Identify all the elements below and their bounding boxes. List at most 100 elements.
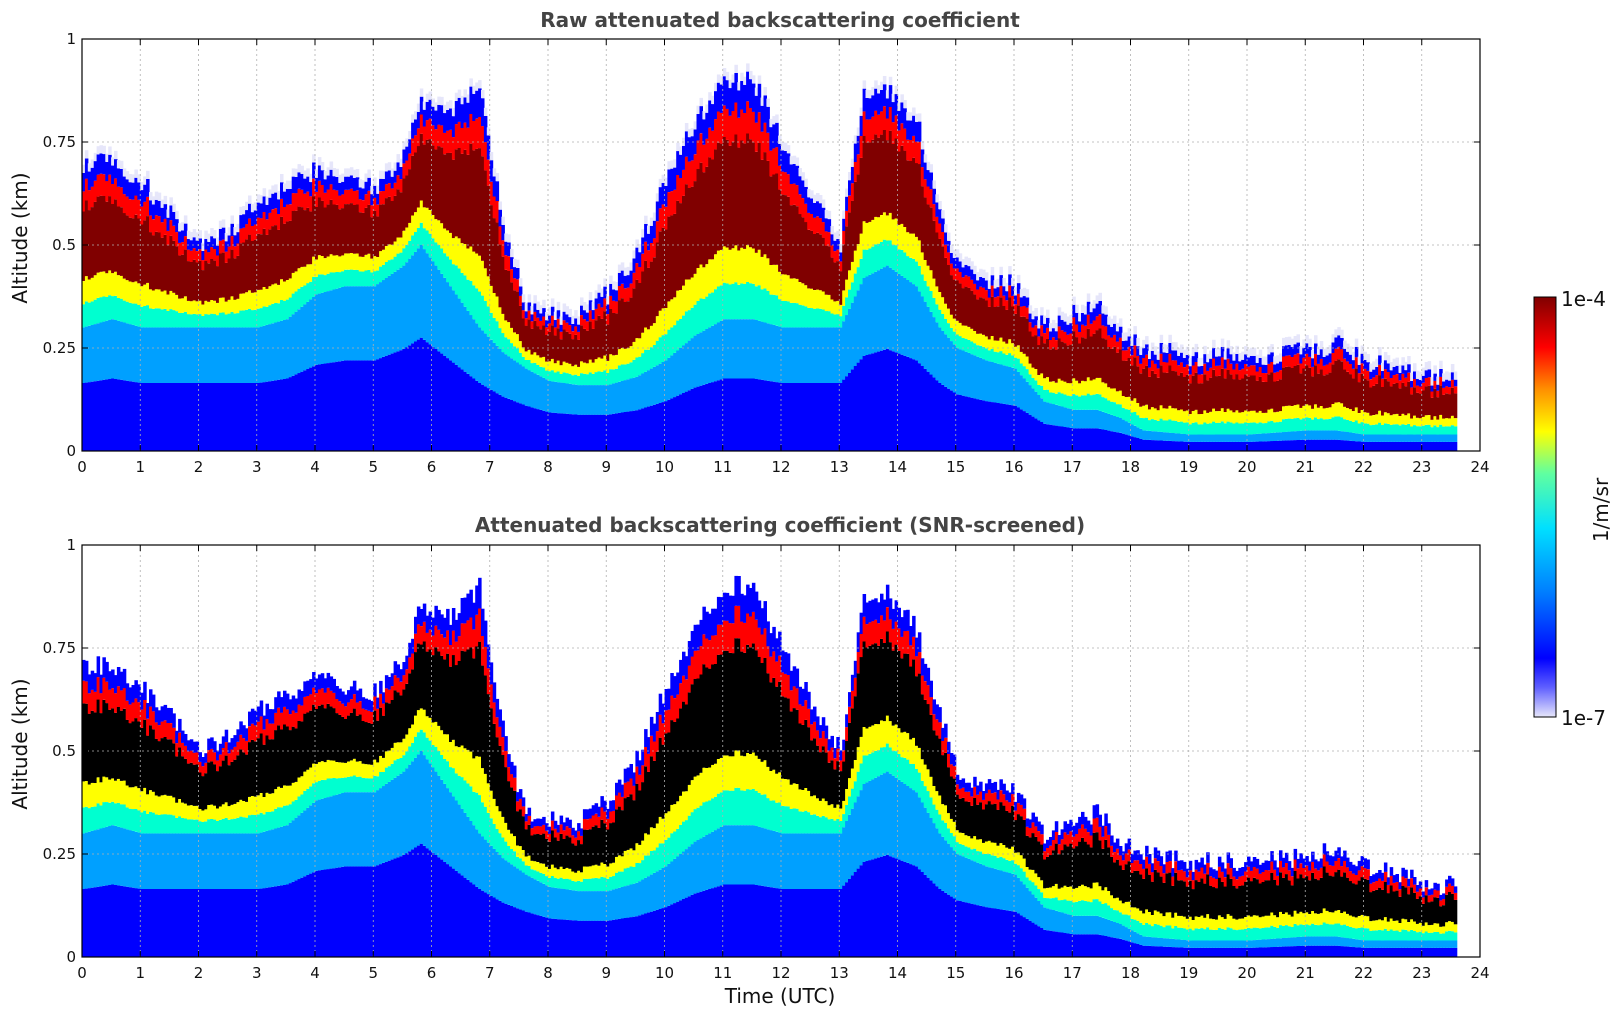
- heatmap-cell: [111, 165, 115, 184]
- heatmap-cell: [428, 740, 433, 764]
- heatmap-cell: [428, 717, 433, 741]
- heatmap-cell: [288, 699, 293, 715]
- heatmap-cell: [1287, 344, 1292, 356]
- heatmap-cell: [1276, 422, 1280, 433]
- heatmap-cell: [996, 296, 1000, 307]
- heatmap-cell: [513, 836, 517, 852]
- heatmap-cell: [169, 290, 173, 310]
- heatmap-cell: [125, 700, 130, 720]
- heatmap-cell: [446, 110, 450, 131]
- heatmap-cell: [157, 232, 162, 290]
- heatmap-cell: [757, 285, 762, 321]
- heatmap-cell: [486, 388, 491, 451]
- heatmap-cell: [1133, 412, 1137, 426]
- heatmap-cell: [384, 278, 389, 356]
- heatmap-cell: [1395, 374, 1399, 383]
- heatmap-cell: [518, 870, 523, 910]
- heatmap-cell: [446, 101, 450, 110]
- heatmap-cell: [679, 319, 683, 348]
- heatmap-cell: [402, 230, 406, 249]
- heatmap-cell: [1305, 404, 1309, 418]
- heatmap-cell: [1115, 417, 1120, 433]
- heatmap-cell: [146, 703, 150, 719]
- heatmap-cell: [143, 306, 147, 328]
- heatmap-cell: [1235, 422, 1239, 435]
- heatmap-cell: [195, 240, 200, 251]
- heatmap-cell: [306, 788, 310, 808]
- heatmap-cell: [213, 230, 217, 239]
- heatmap-cell: [140, 181, 144, 190]
- heatmap-cell: [207, 889, 211, 957]
- heatmap-cell: [894, 94, 899, 116]
- heatmap-cell: [1220, 441, 1225, 451]
- heatmap-cell: [824, 294, 829, 312]
- heatmap-cell: [510, 906, 514, 957]
- heatmap-cell: [1378, 422, 1382, 435]
- heatmap-cell: [1448, 387, 1452, 395]
- heatmap-cell: [387, 677, 392, 690]
- x-tick-label: 1: [135, 458, 145, 476]
- heatmap-cell: [1016, 305, 1021, 346]
- heatmap-cell: [1060, 426, 1065, 451]
- heatmap-cell: [178, 799, 182, 817]
- heatmap-cell: [87, 784, 92, 809]
- heatmap-cell: [510, 761, 514, 775]
- heatmap-cell: [871, 95, 875, 117]
- heatmap-cell: [1066, 316, 1070, 325]
- heatmap-cell: [201, 315, 205, 328]
- heatmap-cell: [414, 652, 418, 716]
- heatmap-cell: [711, 382, 715, 451]
- heatmap-cell: [996, 403, 1000, 451]
- heatmap-cell: [405, 175, 409, 228]
- heatmap-cell: [521, 806, 526, 817]
- heatmap-cell: [682, 393, 686, 451]
- heatmap-cell: [125, 215, 130, 281]
- heatmap-cell: [580, 385, 584, 415]
- heatmap-cell: [245, 201, 249, 210]
- heatmap-cell: [996, 306, 1000, 341]
- heatmap-cell: [533, 819, 537, 827]
- heatmap-cell: [1279, 432, 1283, 441]
- heatmap-cell: [929, 164, 933, 173]
- heatmap-cell: [932, 297, 936, 318]
- heatmap-cell: [82, 281, 86, 305]
- heatmap-cell: [877, 93, 881, 115]
- heatmap-cell: [352, 190, 357, 205]
- heatmap-cell: [414, 757, 418, 848]
- heatmap-cell: [600, 358, 604, 372]
- heatmap-cell: [82, 327, 86, 383]
- heatmap-cell: [285, 319, 290, 379]
- heatmap-cell: [239, 383, 243, 451]
- panel-screened: Attenuated backscattering coefficient (S…: [8, 513, 1490, 1008]
- heatmap-cell: [848, 180, 852, 196]
- heatmap-cell: [1421, 390, 1426, 417]
- heatmap-cell: [341, 181, 345, 195]
- heatmap-cell: [119, 780, 124, 805]
- heatmap-cell: [539, 366, 543, 377]
- heatmap-cell: [912, 115, 916, 136]
- heatmap-cell: [1002, 341, 1006, 354]
- heatmap-cell: [1148, 359, 1152, 368]
- heatmap-cell: [192, 752, 197, 765]
- heatmap-cell: [772, 381, 776, 451]
- heatmap-cell: [1098, 428, 1102, 451]
- heatmap-cell: [527, 349, 532, 360]
- heatmap-cell: [440, 248, 444, 274]
- heatmap-cell: [810, 308, 814, 328]
- heatmap-cell: [553, 327, 558, 336]
- heatmap-cell: [684, 123, 689, 132]
- heatmap-cell: [1293, 336, 1298, 345]
- heatmap-cell: [349, 175, 354, 189]
- heatmap-cell: [149, 706, 153, 726]
- heatmap-cell: [213, 327, 217, 383]
- heatmap-cell: [798, 176, 802, 195]
- heatmap-cell: [577, 414, 581, 451]
- heatmap-cell: [489, 845, 494, 896]
- heatmap-cell: [163, 704, 168, 721]
- heatmap-cell: [830, 299, 834, 314]
- heatmap-cell: [1436, 427, 1440, 435]
- heatmap-cell: [754, 252, 759, 287]
- heatmap-cell: [623, 364, 628, 381]
- heatmap-cell: [1343, 369, 1347, 407]
- heatmap-cell: [402, 689, 406, 739]
